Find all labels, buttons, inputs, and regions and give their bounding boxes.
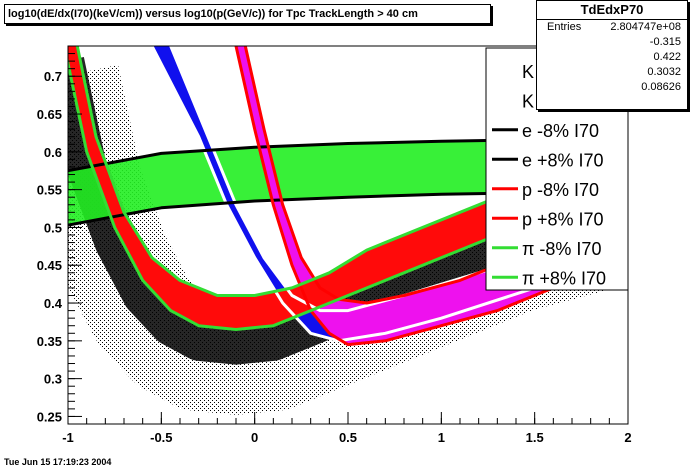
y-tick-label: 0.65: [37, 107, 62, 122]
legend-label: e +8% I70: [522, 150, 604, 170]
stats-entries-value: 2.804747e+08: [610, 21, 681, 33]
stats-title: TdEdxP70: [537, 1, 687, 20]
stats-row-entries: Entries 2.804747e+08: [537, 20, 687, 35]
y-tick-label: 0.3: [44, 372, 62, 387]
legend-label: p -8% I70: [522, 180, 599, 200]
series-line-0: [150, 46, 628, 343]
timestamp: Tue Jun 15 17:19:23 2004: [4, 457, 112, 467]
y-tick-label: 0.45: [37, 258, 62, 273]
y-tick-label: 0.4: [44, 296, 63, 311]
legend-label: e -8% I70: [522, 121, 599, 141]
stats-box: TdEdxP70 Entries 2.804747e+08 -0.315 0.4…: [536, 0, 688, 110]
x-tick-label: -0.5: [150, 430, 172, 445]
axes-layer: -1 -0.5 0 0.5 1 1.5 2 0.25 0.3 0.35 0.4 0.45 0.5 0.55…: [37, 45, 632, 445]
stats-entries-label: Entries: [547, 21, 582, 33]
legend-label: π +8% I70: [522, 268, 606, 288]
x-tick-label: 0: [251, 430, 258, 445]
stats-value: 0.3032: [647, 66, 681, 78]
stats-row: 0.08626: [537, 80, 687, 95]
y-tick-label: 0.55: [37, 183, 62, 198]
legend-label: p +8% I70: [522, 209, 604, 229]
stats-value: 0.422: [653, 51, 681, 63]
stats-value: -0.315: [649, 36, 681, 48]
y-tick-label: 0.25: [37, 409, 62, 424]
series-line-4: [234, 46, 628, 347]
x-tick-label: 0.5: [339, 430, 357, 445]
x-tick-label: 1.5: [526, 430, 544, 445]
x-tick-label: 1: [438, 430, 445, 445]
stats-row: -0.315: [537, 35, 687, 50]
y-tick-label: 0.7: [44, 69, 62, 84]
pion-band: [68, 46, 628, 330]
y-tick-label: 0.35: [37, 334, 62, 349]
chart-title: log10(dE/dx(I70)(keV/cm)) versus log10(p…: [4, 4, 491, 24]
stats-row: 0.422: [537, 50, 687, 65]
y-tick-label: 0.6: [44, 145, 62, 160]
x-tick-label: 2: [624, 430, 631, 445]
x-tick-label: -1: [62, 430, 74, 445]
y-tick-label: 0.5: [44, 220, 62, 235]
stats-row: 0.3032: [537, 65, 687, 80]
stats-value: 0.08626: [641, 81, 681, 93]
legend-label: π -8% I70: [522, 239, 601, 259]
